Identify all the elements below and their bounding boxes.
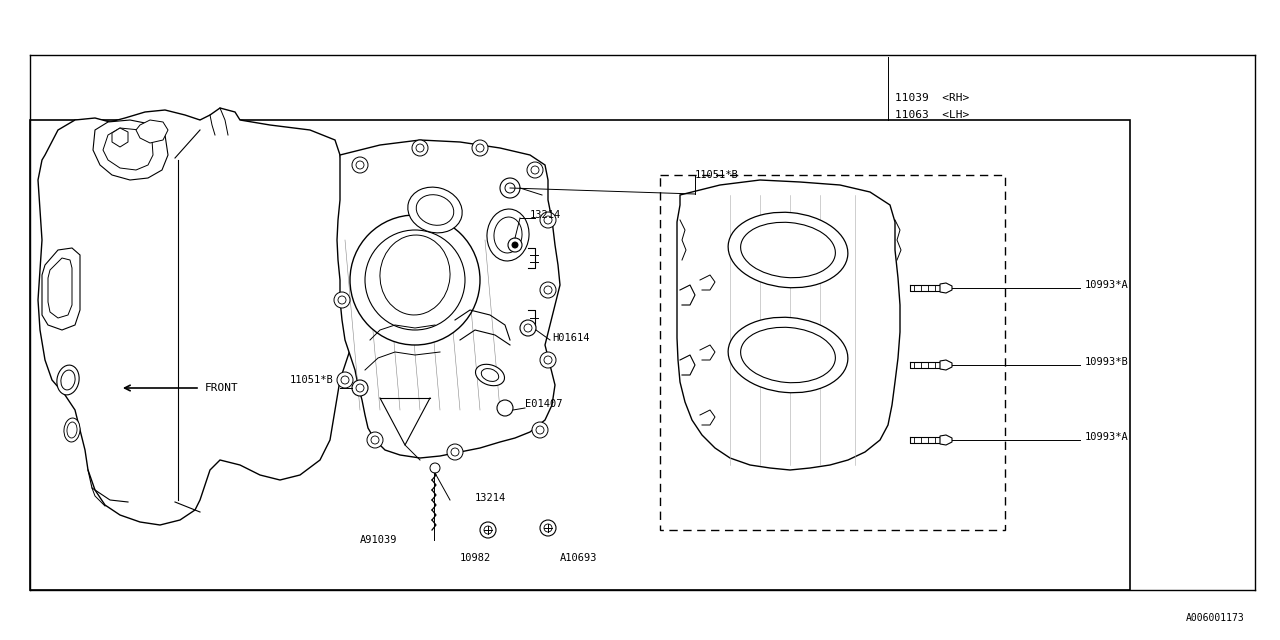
Circle shape <box>480 522 497 538</box>
Circle shape <box>365 230 465 330</box>
Ellipse shape <box>56 365 79 395</box>
Text: 11051*B: 11051*B <box>291 375 334 385</box>
Circle shape <box>340 376 349 384</box>
Circle shape <box>527 162 543 178</box>
Polygon shape <box>42 248 79 330</box>
Ellipse shape <box>475 364 504 386</box>
Ellipse shape <box>728 317 847 393</box>
Circle shape <box>497 400 513 416</box>
Circle shape <box>356 161 364 169</box>
Circle shape <box>544 286 552 294</box>
Text: 10993*B: 10993*B <box>1085 357 1129 367</box>
Text: 10993*A: 10993*A <box>1085 432 1129 442</box>
Text: 13214: 13214 <box>530 210 561 220</box>
Polygon shape <box>677 180 900 470</box>
Text: H01614: H01614 <box>552 333 590 343</box>
Circle shape <box>337 372 353 388</box>
Circle shape <box>352 380 369 396</box>
Circle shape <box>338 296 346 304</box>
Text: FRONT: FRONT <box>205 383 239 393</box>
Circle shape <box>532 422 548 438</box>
Text: A91039: A91039 <box>360 535 398 545</box>
Polygon shape <box>102 128 154 170</box>
Ellipse shape <box>408 187 462 233</box>
Text: 10993*A: 10993*A <box>1085 280 1129 290</box>
Circle shape <box>416 144 424 152</box>
Ellipse shape <box>67 422 77 438</box>
Polygon shape <box>337 140 561 458</box>
Circle shape <box>540 282 556 298</box>
Circle shape <box>512 242 518 248</box>
Text: E01407: E01407 <box>525 399 562 409</box>
Ellipse shape <box>728 212 847 288</box>
Circle shape <box>430 463 440 473</box>
Circle shape <box>540 520 556 536</box>
Polygon shape <box>38 108 365 525</box>
Circle shape <box>451 448 460 456</box>
Circle shape <box>520 320 536 336</box>
Circle shape <box>500 178 520 198</box>
Polygon shape <box>940 435 952 445</box>
Ellipse shape <box>486 209 529 261</box>
Circle shape <box>412 140 428 156</box>
Text: A006001173: A006001173 <box>1187 613 1245 623</box>
Bar <box>660 175 1005 530</box>
Circle shape <box>334 292 349 308</box>
Text: 11051*B: 11051*B <box>695 170 739 180</box>
Circle shape <box>472 140 488 156</box>
Circle shape <box>352 157 369 173</box>
Circle shape <box>540 352 556 368</box>
Text: 11063  <LH>: 11063 <LH> <box>895 110 969 120</box>
Text: A10693: A10693 <box>561 553 598 563</box>
Circle shape <box>544 356 552 364</box>
Polygon shape <box>49 258 72 318</box>
Circle shape <box>531 166 539 174</box>
Circle shape <box>349 215 480 345</box>
Circle shape <box>447 444 463 460</box>
Text: 11039  <RH>: 11039 <RH> <box>895 93 969 103</box>
Polygon shape <box>93 120 168 180</box>
Text: 10982: 10982 <box>460 553 492 563</box>
Circle shape <box>540 212 556 228</box>
Polygon shape <box>113 128 128 147</box>
Circle shape <box>367 432 383 448</box>
Circle shape <box>476 144 484 152</box>
Circle shape <box>544 216 552 224</box>
Polygon shape <box>136 120 168 143</box>
Circle shape <box>506 183 515 193</box>
Circle shape <box>508 238 522 252</box>
Circle shape <box>371 436 379 444</box>
Bar <box>29 120 1130 590</box>
Ellipse shape <box>61 370 76 390</box>
Polygon shape <box>940 360 952 370</box>
Text: 13214: 13214 <box>475 493 507 503</box>
Circle shape <box>536 426 544 434</box>
Polygon shape <box>940 283 952 293</box>
Ellipse shape <box>64 418 81 442</box>
